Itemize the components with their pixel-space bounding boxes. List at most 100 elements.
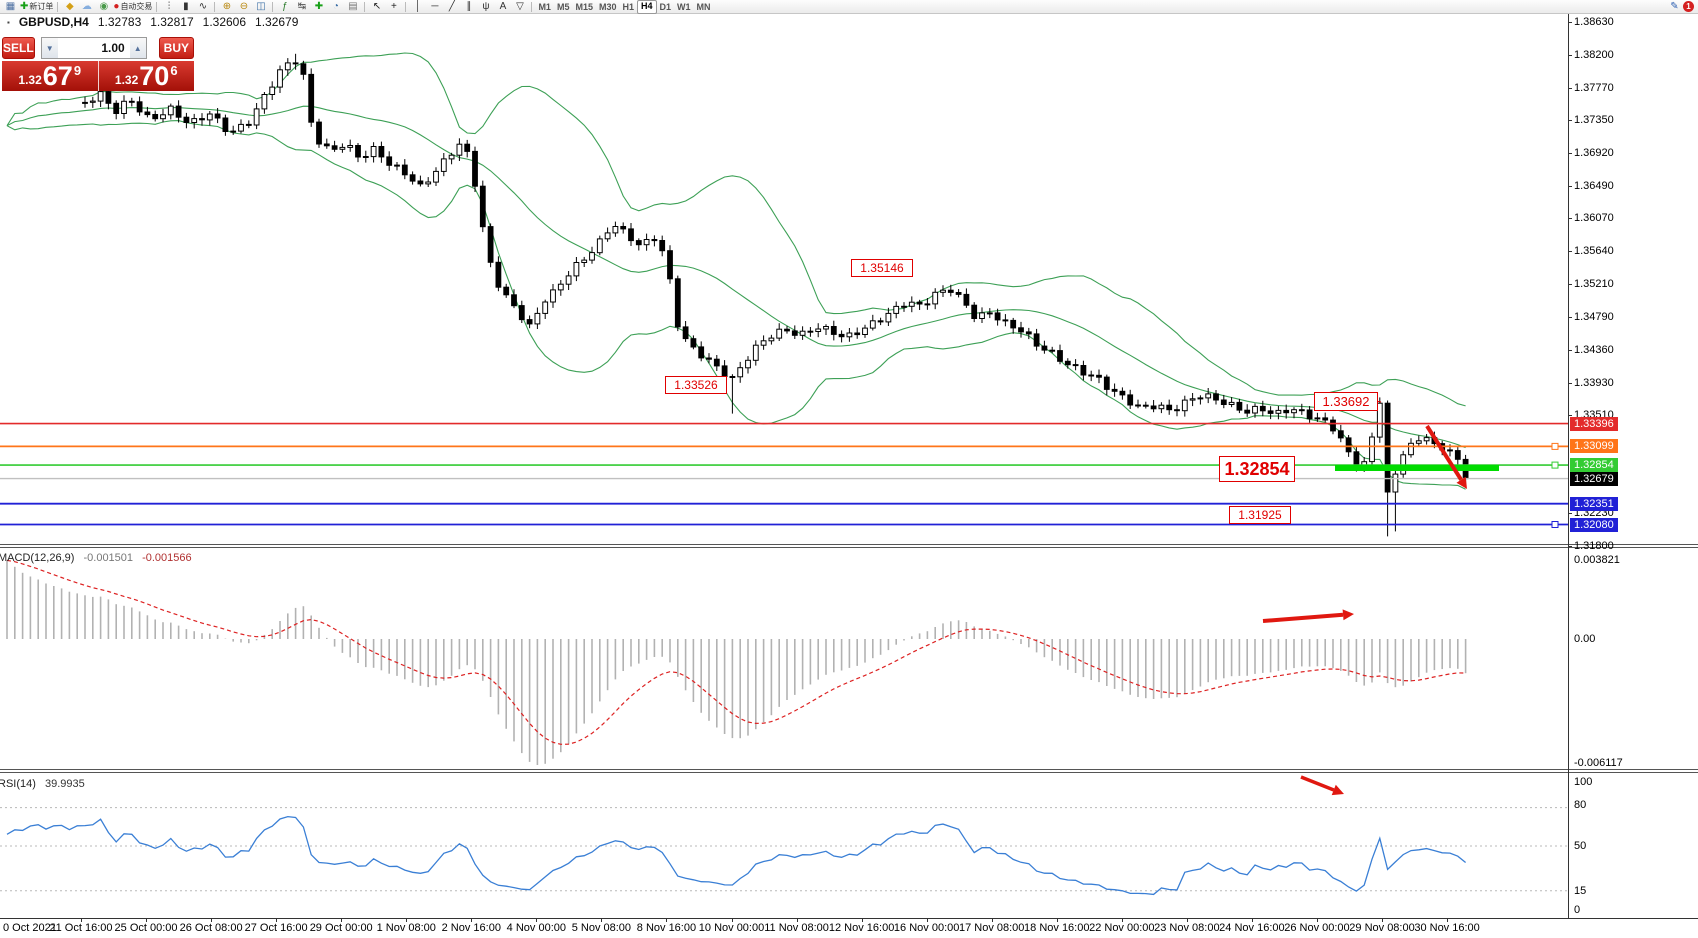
period-icon[interactable]: ◔ (332, 0, 339, 12)
chart-shift-icon[interactable]: ↹ (297, 0, 307, 12)
level-lines (0, 422, 1568, 528)
fibonacci-tool-icon[interactable]: ψ (482, 0, 490, 12)
time-tick-mark (666, 918, 668, 922)
price-tick-1.34360: 1.34360 (1574, 343, 1614, 356)
indicators-icon[interactable]: ƒ (282, 0, 288, 12)
rsi-axis-50: 50 (1574, 840, 1587, 852)
notification-badge[interactable]: 1 (1683, 1, 1694, 12)
macd-title: MACD(12,26,9) (0, 552, 75, 564)
timeframe-m30[interactable]: M30 (598, 1, 617, 12)
zoom-in-icon[interactable]: ⊕ (222, 0, 232, 12)
time-tick-mark (211, 918, 213, 922)
price-tick-1.36490: 1.36490 (1574, 180, 1614, 193)
hline-tool-icon[interactable]: ─ (431, 0, 439, 12)
zoom-out-icon[interactable]: ⊖ (239, 0, 249, 12)
symbol-title: GBPUSD,H4 (18, 15, 89, 29)
buy-price-display[interactable]: 1.32 70 6 (98, 61, 194, 91)
macd-signal-line (6, 559, 1466, 745)
candlestick-chart-icon[interactable]: ▮ (183, 0, 189, 12)
add-indicator-icon[interactable]: ✚ (314, 0, 324, 12)
price-tick-mark (1568, 153, 1572, 155)
line-chart-icon[interactable]: ∿ (198, 0, 208, 12)
buy-price-prefix: 1.32 (114, 73, 139, 87)
timeframe-d1[interactable]: D1 (659, 1, 672, 12)
shapes-tool-icon[interactable]: ▽ (516, 0, 524, 12)
time-label-20: 26 Nov 00:00 (1284, 922, 1350, 934)
rsi-line (6, 815, 1467, 896)
crosshair-icon[interactable]: + (391, 0, 397, 12)
panel-separator-macd[interactable] (0, 544, 1698, 548)
time-label-10: 8 Nov 16:00 (636, 922, 697, 934)
rsi-down-arrow[interactable] (1300, 775, 1335, 792)
volume-input[interactable] (57, 38, 130, 58)
autotrading-icon-label: 自动交易 (120, 1, 153, 11)
buy-button[interactable]: BUY (158, 37, 194, 59)
ohlc-high: 1.32817 (150, 15, 194, 29)
price-badge-1.33099: 1.33099 (1570, 439, 1618, 454)
macd-label: MACD(12,26,9) -0.001501 -0.001566 (0, 552, 192, 564)
swing-low-label[interactable]: 1.33526 (665, 376, 727, 394)
support-highlight-bar[interactable] (1335, 465, 1499, 471)
vline-tool-icon[interactable]: │ (414, 0, 422, 12)
time-label-11: 10 Nov 00:00 (698, 922, 765, 934)
cursor-icon[interactable]: ↖ (372, 0, 382, 12)
time-tick-mark (601, 918, 603, 922)
volume-down-button[interactable]: ▼ (41, 38, 58, 58)
crash-low-label[interactable]: 1.31925 (1229, 506, 1291, 524)
time-label-15: 17 Nov 08:00 (958, 922, 1025, 934)
trendline-tool-icon[interactable]: ╱ (448, 0, 455, 12)
signals-icon[interactable]: ◉ (99, 0, 109, 12)
price-tick-mark (1568, 414, 1572, 416)
macd-indicator (6, 559, 1467, 765)
price-badge-1.33396: 1.33396 (1570, 416, 1618, 431)
timeframe-h1[interactable]: H1 (622, 1, 635, 12)
time-tick-mark (1186, 918, 1188, 922)
autotrading-icon[interactable]: ● 自动交易 (113, 0, 153, 12)
ohlc-close: 1.32679 (255, 15, 299, 29)
volume-up-button[interactable]: ▲ (129, 38, 146, 58)
mql5-market-icon[interactable]: ◆ (66, 0, 74, 12)
channel-tool-icon[interactable]: ∥ (466, 0, 472, 12)
key-support-label[interactable]: 1.32854 (1219, 456, 1295, 482)
sell-price-display[interactable]: 1.32 67 9 (2, 61, 99, 91)
macd-signal-value: -0.001566 (142, 552, 192, 564)
macd-flat-arrow[interactable] (1262, 612, 1344, 623)
text-tool-icon[interactable]: A (499, 0, 507, 12)
timeframe-m1[interactable]: M1 (538, 1, 551, 12)
time-label-22: 30 Nov 16:00 (1414, 922, 1480, 934)
spike-high-label[interactable]: 1.33692 (1314, 392, 1378, 411)
sell-price-pip: 9 (73, 63, 82, 78)
timeframe-h4[interactable]: H4 (637, 0, 657, 14)
cloud-icon[interactable]: ☁ (81, 0, 92, 12)
price-tick-mark (1568, 120, 1572, 122)
timeframe-w1[interactable]: W1 (677, 1, 691, 12)
price-down-arrow[interactable] (1425, 424, 1463, 481)
time-tick-mark (1056, 918, 1058, 922)
toolbar-separator (405, 1, 407, 12)
chart-window-icon[interactable]: ▦ (5, 0, 16, 12)
price-tick-1.34790: 1.34790 (1574, 310, 1614, 323)
panel-separator-rsi[interactable] (0, 769, 1698, 773)
timeframe-mn[interactable]: MN (696, 1, 711, 12)
support-line-132854-handle[interactable] (1551, 461, 1559, 469)
time-label-19: 24 Nov 16:00 (1219, 922, 1285, 934)
symbol-header: ▪ GBPUSD,H4 1.32783 1.32817 1.32606 1.32… (7, 15, 298, 29)
templates-icon[interactable]: ▤ (348, 0, 358, 12)
price-tick-1.33930: 1.33930 (1574, 376, 1614, 389)
bollinger-lower-band (6, 120, 1466, 490)
time-tick-mark (1121, 918, 1123, 922)
timeframe-m15[interactable]: M15 (575, 1, 593, 12)
edit-icon[interactable]: ✎ (1670, 0, 1679, 12)
level-line-133099-handle[interactable] (1551, 442, 1559, 450)
bar-chart-icon[interactable]: ⫶ (167, 0, 171, 12)
time-tick-mark (991, 918, 993, 922)
sell-button[interactable]: SELL (2, 37, 35, 59)
swing-high-label[interactable]: 1.35146 (851, 259, 913, 277)
timeframe-m5[interactable]: M5 (556, 1, 570, 12)
tile-windows-icon[interactable]: ◫ (256, 0, 266, 12)
time-label-5: 29 Oct 00:00 (309, 922, 373, 934)
support-line-132080-handle[interactable] (1551, 521, 1559, 528)
new-order-icon[interactable]: ✚ 新订单 (20, 0, 54, 12)
